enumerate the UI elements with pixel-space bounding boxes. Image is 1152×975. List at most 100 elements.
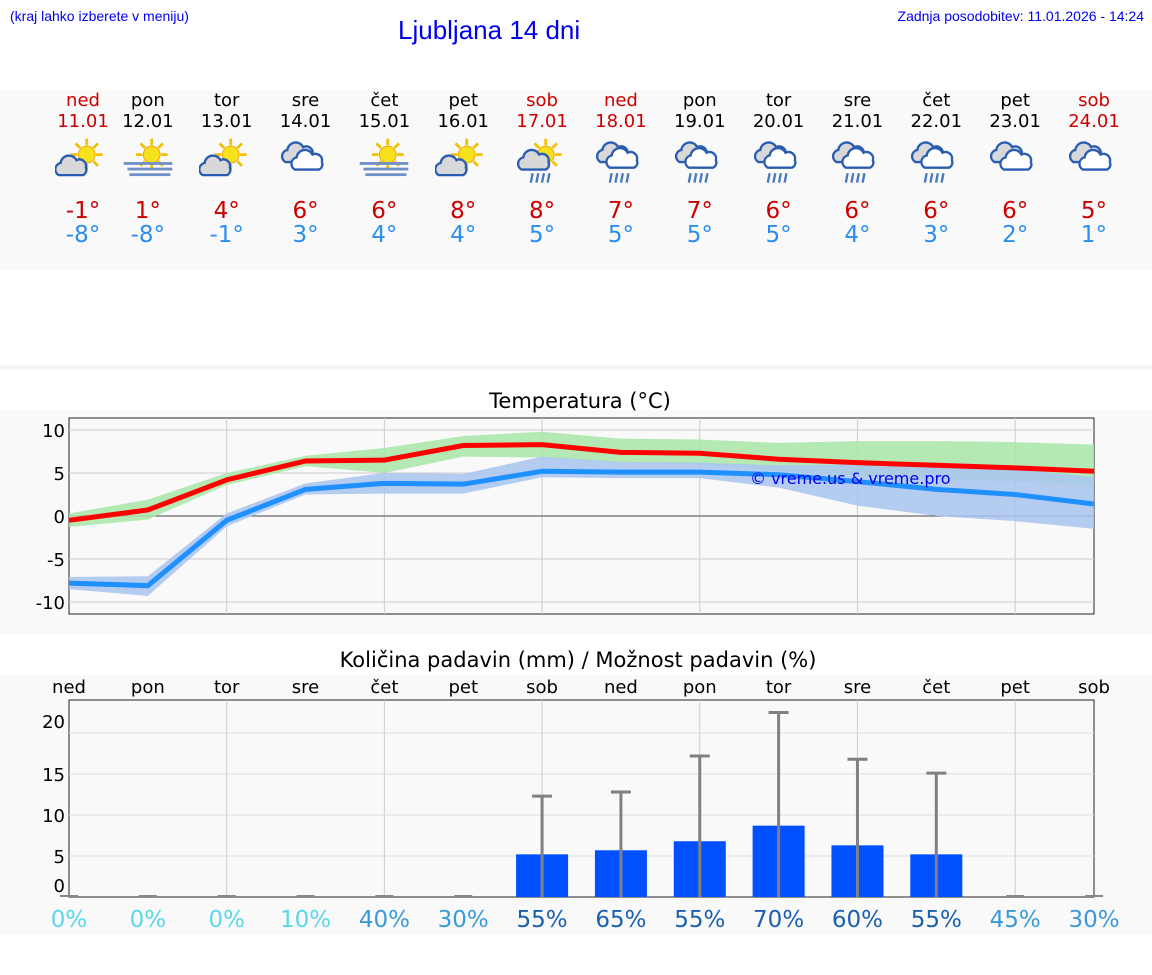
day-forecast: sob 24.01 5° 1° [1054, 90, 1134, 248]
max-range-band [69, 431, 1094, 528]
y-tick-label: 0 [54, 507, 65, 528]
partly-cloudy-icon [54, 138, 103, 177]
min-temp: 4° [371, 222, 398, 248]
max-temp: 7° [686, 198, 713, 224]
day-name: ned [603, 90, 638, 111]
min-temp: 4° [450, 222, 477, 248]
rain-icon [595, 141, 639, 183]
day-label: pon [131, 677, 165, 698]
day-forecast: ned 18.01 7° 5° [581, 90, 661, 248]
day-date: 18.01 [595, 111, 647, 132]
precip-probability: 60% [832, 907, 883, 933]
y-tick-label: 0 [54, 876, 65, 897]
min-temp: 2° [1002, 222, 1029, 248]
max-temp: 6° [1002, 198, 1029, 224]
day-forecast: sob 17.01 8° 5° [502, 90, 582, 248]
y-tick-label: 10 [42, 806, 65, 827]
max-temp: 8° [528, 198, 556, 224]
day-date: 13.01 [200, 111, 253, 132]
day-forecast: pon 19.01 7° 5° [660, 90, 740, 248]
min-temp: -8° [130, 222, 166, 248]
daily-forecast-strip: ned 11.01 -1° -8° pon 12.01 1° -8° tor 13.… [0, 90, 1152, 270]
day-name: pon [682, 90, 717, 111]
max-temp: 6° [844, 198, 871, 224]
min-range-band [69, 456, 1094, 596]
day-name: sre [843, 90, 872, 111]
precip-probability: 70% [753, 907, 804, 933]
day-label: pet [1000, 677, 1030, 698]
day-forecast: sre 21.01 6° 4° [817, 90, 897, 248]
max-temp: 4° [213, 198, 240, 224]
rain-icon [832, 141, 875, 183]
day-name: pon [130, 90, 165, 111]
day-date: 15.01 [358, 111, 411, 132]
day-forecast: čet 15.01 6° 4° [344, 90, 424, 248]
day-date: 24.01 [1068, 111, 1120, 132]
page-title: Ljubljana 14 dni [398, 15, 581, 45]
max-temp-line [68, 442, 1095, 523]
day-name: sre [291, 90, 320, 111]
day-label: ned [604, 677, 638, 698]
max-temp: 5° [1080, 198, 1108, 224]
min-temp: 3° [292, 222, 319, 248]
day-date: 16.01 [437, 111, 489, 132]
precip-probability: 55% [517, 907, 568, 933]
temperature-chart: Temperatura (°C) 10 5 0 -5 -10 © vreme.us & vr… [0, 389, 1152, 635]
y-tick-label: 10 [42, 421, 65, 442]
day-name: pet [448, 90, 478, 111]
cloudy-icon [990, 141, 1033, 171]
precip-probability: 55% [911, 907, 962, 933]
watermark: © vreme.us & vreme.pro [750, 469, 951, 488]
max-temp: 6° [292, 198, 319, 224]
day-forecast: pon 12.01 1° -8° [108, 90, 188, 248]
partly-cloudy-icon [197, 138, 247, 177]
max-temp: -1° [65, 198, 101, 224]
day-date: 12.01 [122, 111, 174, 132]
y-tick-label: 20 [42, 712, 65, 733]
y-tick-label: 5 [54, 847, 65, 868]
day-date: 21.01 [831, 111, 884, 132]
divider [0, 365, 1152, 370]
min-temp: 5° [528, 222, 556, 248]
day-label: sob [526, 677, 558, 698]
max-temp: 8° [450, 198, 477, 224]
location-hint: (kraj lahko izberete v meniju) [10, 8, 189, 24]
y-tick-label: -5 [47, 550, 65, 571]
precip-probability: 30% [1068, 907, 1119, 933]
day-label: pet [448, 677, 478, 698]
day-date: 20.01 [752, 111, 805, 132]
day-label: čet [370, 677, 398, 698]
day-forecast: pet 16.01 8° 4° [423, 90, 503, 248]
day-date: 23.01 [989, 111, 1041, 132]
day-name: ned [66, 90, 100, 111]
day-date: 17.01 [516, 111, 568, 132]
precip-probability: 65% [595, 907, 646, 933]
min-temp: 5° [686, 222, 713, 248]
day-name: tor [213, 90, 240, 111]
max-temp: 1° [134, 198, 161, 224]
cloudy-icon [1068, 141, 1112, 171]
day-forecast: sre 14.01 6° 3° [266, 90, 346, 248]
day-date: 19.01 [674, 111, 726, 132]
precip-probability: 55% [674, 907, 725, 933]
day-label: tor [214, 677, 240, 698]
last-updated: Zadnja posodobitev: 11.01.2026 - 14:24 [897, 8, 1144, 24]
max-temp: 6° [923, 198, 950, 224]
max-temp: 6° [765, 198, 792, 224]
min-temp: 3° [923, 222, 950, 248]
partly-cloudy-icon [434, 138, 483, 177]
precip-probability: 0% [130, 907, 167, 933]
day-name: sob [526, 90, 558, 111]
day-forecast: tor 20.01 6° 5° [739, 90, 819, 248]
day-name: sob [1078, 90, 1110, 111]
precipitation-chart: Količina padavin (mm) / Možnost padavin … [0, 648, 1152, 935]
sun-fog-icon [360, 138, 409, 177]
rain-icon [753, 141, 797, 183]
chart-title: Temperatura (°C) [488, 389, 671, 413]
day-name: tor [765, 90, 792, 111]
day-date: 14.01 [279, 111, 332, 132]
day-label: sre [844, 677, 871, 698]
day-forecast: pet 23.01 6° 2° [975, 90, 1055, 248]
min-temp: -1° [209, 222, 244, 248]
min-temp-line [68, 468, 1095, 589]
